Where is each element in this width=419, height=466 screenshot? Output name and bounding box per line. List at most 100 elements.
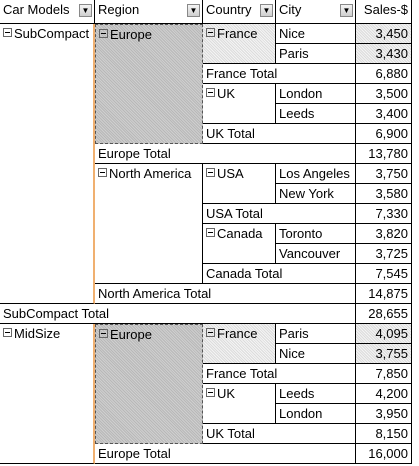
region-cell-text: Europe <box>110 327 152 342</box>
model-cell: MidSize <box>0 324 95 464</box>
region-total: 16,000 <box>356 444 412 464</box>
region-total-label: Europe Total <box>95 444 356 464</box>
collapse-button[interactable] <box>99 29 108 38</box>
country-total-text: 8,150 <box>375 426 408 441</box>
city-cell: Vancouver <box>276 244 356 264</box>
country-cell: UK <box>203 384 276 424</box>
sales-cell: 3,400 <box>356 104 412 124</box>
column-header[interactable]: Country ▼ <box>203 0 276 24</box>
country-cell: Canada <box>203 224 276 264</box>
city-cell-text: Leeds <box>279 106 315 121</box>
region-cell-text: Europe <box>110 27 152 42</box>
city-cell: Nice <box>276 24 356 44</box>
city-cell-text: Paris <box>279 326 309 341</box>
collapse-button[interactable] <box>98 168 107 177</box>
city-cell: Leeds <box>276 104 356 124</box>
region-total-label: Europe Total <box>95 144 356 164</box>
city-cell-text: Vancouver <box>279 246 341 261</box>
city-cell-text: Paris <box>279 46 309 61</box>
sales-cell-text: 3,750 <box>375 166 408 181</box>
country-cell: France <box>203 324 276 364</box>
sales-cell: 4,200 <box>356 384 412 404</box>
sales-cell: 3,950 <box>356 404 412 424</box>
region-total-text: 16,000 <box>368 446 408 461</box>
collapse-button[interactable] <box>3 328 12 337</box>
country-total-label-text: France Total <box>206 366 278 381</box>
country-total: 7,330 <box>356 204 412 224</box>
country-cell-text: Canada <box>217 226 263 241</box>
country-total-text: 6,880 <box>375 66 408 81</box>
region-cell: Europe <box>95 24 203 144</box>
column-header[interactable]: City ▼ <box>276 0 356 24</box>
collapse-button[interactable] <box>206 168 215 177</box>
city-cell-text: London <box>279 86 323 101</box>
sales-cell: 4,095 <box>356 324 412 344</box>
model-cell: SubCompact <box>0 24 95 304</box>
sales-cell: 3,820 <box>356 224 412 244</box>
city-cell-text: Leeds <box>279 386 315 401</box>
region-total-text: 14,875 <box>368 286 408 301</box>
city-cell: Paris <box>276 324 356 344</box>
country-total: 6,900 <box>356 124 412 144</box>
filter-dropdown[interactable]: ▼ <box>340 4 353 17</box>
sales-cell-text: 4,200 <box>375 386 408 401</box>
sales-cell: 3,450 <box>356 24 412 44</box>
sales-cell-text: 3,580 <box>375 186 408 201</box>
country-cell: UK <box>203 84 276 124</box>
country-cell-text: UK <box>217 386 236 401</box>
sales-cell: 3,580 <box>356 184 412 204</box>
city-cell-text: Nice <box>279 346 306 361</box>
region-total-label-text: North America Total <box>98 286 212 301</box>
collapse-button[interactable] <box>206 328 215 337</box>
city-cell-text: Nice <box>279 26 306 41</box>
sales-cell-text: 3,725 <box>375 246 408 261</box>
model-total-label: SubCompact Total <box>0 304 356 324</box>
city-cell: London <box>276 404 356 424</box>
country-total-label: USA Total <box>203 204 356 224</box>
country-total-label: France Total <box>203 64 356 84</box>
country-cell-text: UK <box>217 86 236 101</box>
country-total-label-text: UK Total <box>206 126 255 141</box>
sales-cell-text: 3,950 <box>375 406 408 421</box>
sales-cell: 3,725 <box>356 244 412 264</box>
city-cell: Nice <box>276 344 356 364</box>
country-total-label-text: France Total <box>206 66 278 81</box>
region-total-text: 13,780 <box>368 146 408 161</box>
collapse-button[interactable] <box>206 28 215 37</box>
sales-cell-text: 3,430 <box>375 46 408 61</box>
country-total-text: 7,850 <box>375 366 408 381</box>
country-total: 7,850 <box>356 364 412 384</box>
collapse-button[interactable] <box>206 388 215 397</box>
city-cell-text: Toronto <box>279 226 323 241</box>
collapse-button[interactable] <box>3 28 12 37</box>
city-cell: Toronto <box>276 224 356 244</box>
city-cell: Los Angeles <box>276 164 356 184</box>
country-total-text: 7,330 <box>375 206 408 221</box>
collapse-button[interactable] <box>206 88 215 97</box>
collapse-button[interactable] <box>206 228 215 237</box>
column-header-text: City <box>279 2 302 17</box>
region-total-label: North America Total <box>95 284 356 304</box>
column-header[interactable]: Sales-$ <box>356 0 412 24</box>
filter-dropdown[interactable]: ▼ <box>187 4 200 17</box>
collapse-button[interactable] <box>99 329 108 338</box>
country-cell: USA <box>203 164 276 204</box>
column-header-text: Country <box>206 2 252 17</box>
column-header-text: Region <box>98 2 140 17</box>
region-cell-text: North America <box>109 166 192 181</box>
sales-cell-text: 3,450 <box>375 26 408 41</box>
city-cell-text: London <box>279 406 323 421</box>
column-header[interactable]: Car Models ▼ <box>0 0 95 24</box>
country-total-label: Canada Total <box>203 264 356 284</box>
sales-cell-text: 3,755 <box>375 346 408 361</box>
country-total-label: UK Total <box>203 424 356 444</box>
filter-dropdown[interactable]: ▼ <box>79 4 92 17</box>
column-header[interactable]: Region ▼ <box>95 0 203 24</box>
sales-cell-text: 3,400 <box>375 106 408 121</box>
country-cell-text: France <box>217 326 258 341</box>
city-cell-text: New York <box>279 186 334 201</box>
filter-dropdown[interactable]: ▼ <box>260 4 273 17</box>
region-total: 14,875 <box>356 284 412 304</box>
sales-cell: 3,750 <box>356 164 412 184</box>
